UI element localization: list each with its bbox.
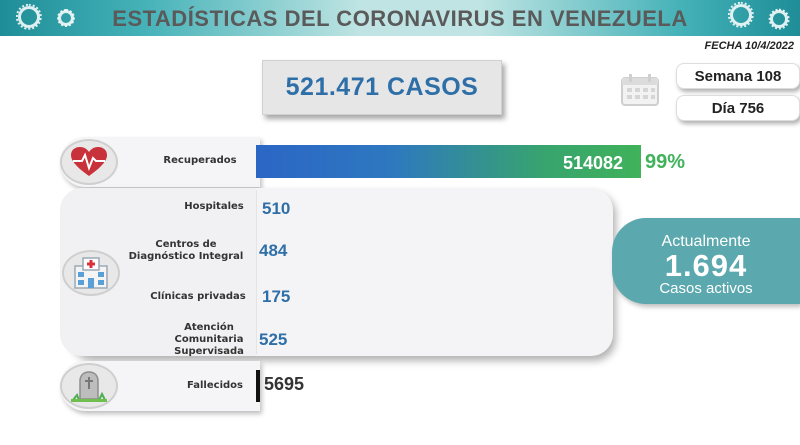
- recovered-value: 514082: [563, 153, 624, 173]
- total-cases: 521.471 CASOS: [285, 73, 479, 101]
- active-cases-top-label: Actualmente: [661, 233, 751, 250]
- active-cases-value: 1.694: [664, 248, 748, 283]
- hospital-icon: [62, 250, 120, 296]
- week-badge: Semana 108: [676, 63, 800, 89]
- deaths-value: 5695: [264, 374, 305, 394]
- private-clinics-label: Clínicas privadas: [150, 291, 246, 302]
- cdi-label: Centros de Diagnóstico Integral: [128, 239, 244, 262]
- hospitals-value: 510: [262, 199, 291, 218]
- deaths-bar: [256, 370, 260, 402]
- divider: [256, 190, 257, 354]
- recovered-label: Recuperados: [163, 155, 237, 166]
- gravestone-icon: [60, 363, 118, 409]
- virus-icon: [18, 6, 40, 28]
- cdi-value: 484: [259, 241, 288, 260]
- community-care-value: 525: [259, 330, 288, 349]
- virus-icon: [730, 4, 752, 26]
- total-cases-box: 521.471 CASOS: [262, 60, 502, 115]
- recovered-percent: 99%: [645, 151, 686, 173]
- deaths-label: Fallecidos: [187, 380, 243, 391]
- heart-pulse-icon: [60, 139, 118, 185]
- community-care-label: Atención Comunitaria Supervisada: [174, 322, 244, 357]
- active-cases-pill: Actualmente 1.694 Casos activos: [612, 218, 800, 304]
- page-title: ESTADÍSTICAS DEL CORONAVIRUS EN VENEZUEL…: [112, 6, 688, 31]
- date-label: FECHA 10/4/2022: [704, 40, 794, 52]
- virus-icon: [770, 10, 788, 28]
- hospitals-label: Hospitales: [184, 201, 244, 212]
- day-badge: Día 756: [676, 95, 800, 121]
- header-banner: ESTADÍSTICAS DEL CORONAVIRUS EN VENEZUEL…: [0, 0, 800, 36]
- private-clinics-value: 175: [262, 287, 291, 306]
- calendar-icon: [621, 74, 659, 106]
- active-cases-bottom-label: Casos activos: [659, 280, 753, 297]
- virus-icon: [58, 10, 74, 26]
- recovered-bar: [256, 145, 641, 178]
